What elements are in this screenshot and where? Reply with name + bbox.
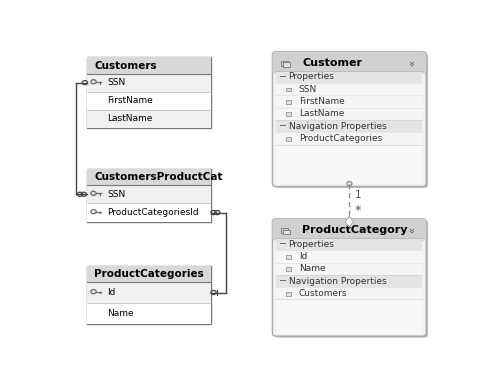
- FancyBboxPatch shape: [272, 219, 426, 336]
- FancyBboxPatch shape: [276, 238, 423, 333]
- Text: «: «: [407, 227, 417, 233]
- Text: Name: Name: [107, 309, 134, 318]
- Text: −: −: [279, 121, 287, 131]
- FancyBboxPatch shape: [276, 132, 423, 144]
- Text: ProductCategories: ProductCategories: [94, 269, 204, 279]
- FancyBboxPatch shape: [87, 58, 211, 74]
- FancyBboxPatch shape: [87, 110, 211, 128]
- Text: Navigation Properties: Navigation Properties: [288, 122, 386, 131]
- FancyBboxPatch shape: [286, 255, 291, 259]
- FancyBboxPatch shape: [281, 61, 288, 66]
- Text: Navigation Properties: Navigation Properties: [288, 277, 386, 285]
- FancyBboxPatch shape: [283, 62, 290, 67]
- FancyBboxPatch shape: [276, 107, 423, 120]
- Text: CustomersProductCat: CustomersProductCat: [94, 172, 223, 182]
- FancyBboxPatch shape: [286, 100, 291, 104]
- FancyBboxPatch shape: [276, 250, 423, 263]
- FancyBboxPatch shape: [87, 169, 211, 222]
- FancyBboxPatch shape: [87, 203, 211, 222]
- Text: −: −: [279, 276, 287, 286]
- Text: ProductCategory: ProductCategory: [302, 225, 408, 235]
- FancyBboxPatch shape: [87, 92, 211, 110]
- Text: SSN: SSN: [299, 85, 317, 94]
- Text: SSN: SSN: [107, 78, 126, 87]
- FancyBboxPatch shape: [283, 229, 290, 234]
- FancyBboxPatch shape: [276, 70, 423, 184]
- FancyBboxPatch shape: [286, 112, 291, 116]
- FancyBboxPatch shape: [87, 303, 211, 325]
- FancyBboxPatch shape: [286, 137, 291, 141]
- Text: ProductCategories: ProductCategories: [299, 134, 382, 143]
- Text: −: −: [279, 72, 287, 82]
- Polygon shape: [345, 216, 354, 227]
- FancyBboxPatch shape: [87, 266, 211, 325]
- FancyBboxPatch shape: [87, 266, 211, 282]
- FancyBboxPatch shape: [286, 88, 291, 91]
- FancyBboxPatch shape: [276, 95, 423, 107]
- Text: SSN: SSN: [107, 190, 126, 199]
- Text: Customers: Customers: [299, 289, 347, 298]
- FancyBboxPatch shape: [276, 263, 423, 275]
- FancyBboxPatch shape: [276, 238, 423, 250]
- FancyBboxPatch shape: [272, 51, 426, 74]
- FancyBboxPatch shape: [272, 51, 426, 187]
- Text: «: «: [407, 59, 417, 66]
- FancyBboxPatch shape: [286, 267, 291, 271]
- Text: LastName: LastName: [299, 109, 344, 118]
- Text: FirstName: FirstName: [107, 96, 153, 105]
- FancyBboxPatch shape: [276, 275, 423, 287]
- Text: Id: Id: [299, 252, 307, 261]
- FancyBboxPatch shape: [274, 53, 428, 188]
- FancyBboxPatch shape: [87, 282, 211, 303]
- Text: FirstName: FirstName: [299, 97, 345, 106]
- Text: −: −: [279, 239, 287, 249]
- Text: 1: 1: [355, 190, 362, 200]
- FancyBboxPatch shape: [276, 287, 423, 299]
- FancyBboxPatch shape: [281, 228, 288, 233]
- Text: Customers: Customers: [94, 61, 157, 70]
- Text: Id: Id: [107, 288, 116, 297]
- Text: Name: Name: [299, 264, 325, 273]
- FancyBboxPatch shape: [87, 74, 211, 92]
- Text: Properties: Properties: [288, 72, 334, 81]
- FancyBboxPatch shape: [272, 219, 426, 241]
- Text: Properties: Properties: [288, 240, 334, 248]
- FancyBboxPatch shape: [87, 58, 211, 128]
- FancyBboxPatch shape: [276, 120, 423, 132]
- FancyBboxPatch shape: [87, 185, 211, 203]
- Text: Customer: Customer: [302, 58, 363, 67]
- Text: ProductCategoriesId: ProductCategoriesId: [107, 208, 199, 217]
- Text: *: *: [355, 203, 361, 216]
- FancyBboxPatch shape: [87, 169, 211, 185]
- FancyBboxPatch shape: [276, 70, 423, 83]
- FancyBboxPatch shape: [286, 292, 291, 296]
- FancyBboxPatch shape: [276, 83, 423, 95]
- Text: LastName: LastName: [107, 114, 153, 123]
- FancyBboxPatch shape: [274, 220, 428, 338]
